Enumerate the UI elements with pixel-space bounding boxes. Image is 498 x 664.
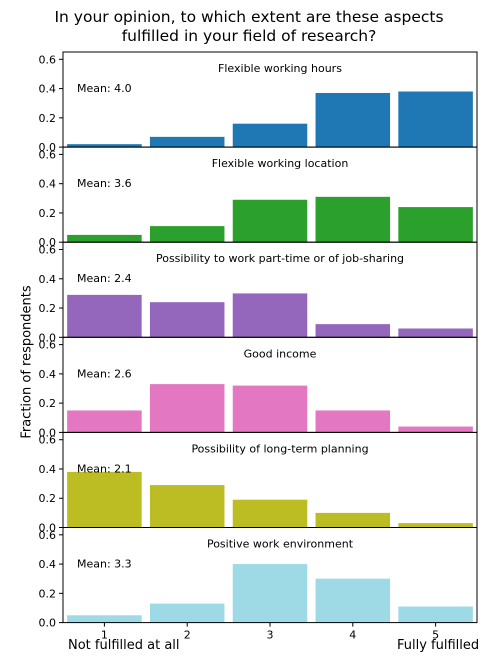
bar-panel-2-cat-5	[398, 207, 473, 243]
y-tick-label-panel-2: 0.6	[39, 148, 57, 161]
bar-panel-4-cat-4	[315, 410, 391, 433]
chart-title-line-1: In your opinion, to which extent are the…	[54, 8, 444, 26]
y-tick-label-panel-3: 0.0	[39, 331, 57, 344]
bar-panel-6-cat-5	[398, 606, 473, 623]
y-tick-label-panel-6: 0.0	[39, 617, 57, 630]
x-tick-label: 4	[349, 629, 356, 642]
bar-panel-6-cat-4	[315, 578, 391, 623]
mean-label-panel-2: Mean: 3.6	[77, 177, 132, 190]
y-tick-label-panel-6: 0.6	[39, 529, 57, 542]
y-tick-label-panel-2: 0.2	[39, 207, 57, 220]
panel-title-5: Possibility of long-term planning	[191, 442, 368, 455]
y-tick-label-panel-1: 0.4	[39, 83, 57, 96]
bar-panel-3-cat-4	[315, 324, 391, 338]
mean-label-panel-1: Mean: 4.0	[77, 82, 132, 95]
bar-panel-1-cat-2	[149, 136, 225, 148]
bar-panel-1-cat-5	[398, 91, 473, 148]
panel-title-2: Flexible working location	[212, 157, 349, 170]
bar-panel-6-cat-2	[149, 603, 225, 623]
x-tick-label: 2	[184, 629, 191, 642]
bar-panel-1-cat-4	[315, 92, 391, 148]
bar-panel-2-cat-4	[315, 196, 391, 243]
y-tick-label-panel-2: 0.4	[39, 178, 57, 191]
bar-panel-3-cat-2	[149, 302, 225, 338]
y-tick-label-panel-1: 0.6	[39, 53, 57, 66]
mean-label-panel-3: Mean: 2.4	[77, 272, 132, 285]
bar-panel-6-cat-1	[67, 615, 142, 623]
y-tick-label-panel-5: 0.0	[39, 522, 57, 535]
chart-title-line-2: fulfilled in your field of research?	[121, 27, 377, 45]
y-tick-label-panel-4: 0.0	[39, 426, 57, 439]
bar-panel-4-cat-1	[67, 410, 142, 433]
y-tick-label-panel-3: 0.4	[39, 273, 57, 286]
x-tick-label: 5	[432, 629, 439, 642]
y-tick-label-panel-4: 0.2	[39, 397, 57, 410]
x-axis-low-label: Not fulfilled at all	[68, 638, 180, 653]
bar-panel-4-cat-5	[398, 426, 473, 433]
bar-panel-2-cat-2	[149, 226, 225, 243]
y-tick-label-panel-5: 0.4	[39, 463, 57, 476]
y-tick-label-panel-6: 0.2	[39, 587, 57, 600]
bar-panel-5-cat-1	[67, 471, 142, 528]
y-tick-label-panel-6: 0.4	[39, 558, 57, 571]
bar-panel-3-cat-1	[67, 294, 142, 338]
bar-panel-5-cat-5	[398, 523, 473, 528]
bar-panel-1-cat-1	[67, 144, 142, 148]
y-tick-label-panel-5: 0.6	[39, 434, 57, 447]
x-tick-label: 1	[101, 629, 108, 642]
bar-panel-4-cat-3	[232, 385, 308, 433]
mean-label-panel-4: Mean: 2.6	[77, 367, 132, 380]
bar-panel-3-cat-3	[232, 293, 308, 338]
panel-title-1: Flexible working hours	[218, 62, 342, 75]
y-tick-label-panel-1: 0.2	[39, 112, 57, 125]
mean-label-panel-5: Mean: 2.1	[77, 462, 132, 475]
y-axis-label: Fraction of respondents	[19, 285, 35, 439]
x-axis-high-label: Fully fulfilled	[397, 638, 480, 653]
bar-panel-1-cat-3	[232, 123, 308, 148]
bar-panel-2-cat-3	[232, 199, 308, 243]
panel-title-3: Possibility to work part-time or of job-…	[156, 252, 404, 265]
panel-title-4: Good income	[244, 347, 317, 360]
x-tick-label: 3	[267, 629, 274, 642]
chart-title: In your opinion, to which extent are the…	[0, 8, 498, 46]
y-tick-label-panel-1: 0.0	[39, 141, 57, 154]
bar-panel-3-cat-5	[398, 328, 473, 338]
bar-panel-6-cat-3	[232, 564, 308, 623]
y-tick-label-panel-4: 0.6	[39, 339, 57, 352]
y-tick-label-panel-5: 0.2	[39, 492, 57, 505]
y-tick-label-panel-3: 0.2	[39, 302, 57, 315]
bar-panel-5-cat-4	[315, 512, 391, 528]
bar-panel-5-cat-3	[232, 499, 308, 528]
y-tick-label-panel-3: 0.6	[39, 244, 57, 257]
bar-panel-5-cat-2	[149, 485, 225, 528]
y-tick-label-panel-4: 0.4	[39, 368, 57, 381]
panel-title-6: Positive work environment	[207, 538, 354, 551]
bar-panel-2-cat-1	[67, 234, 142, 243]
mean-label-panel-6: Mean: 3.3	[77, 558, 132, 571]
bar-panel-4-cat-2	[149, 384, 225, 433]
y-tick-label-panel-2: 0.0	[39, 236, 57, 249]
